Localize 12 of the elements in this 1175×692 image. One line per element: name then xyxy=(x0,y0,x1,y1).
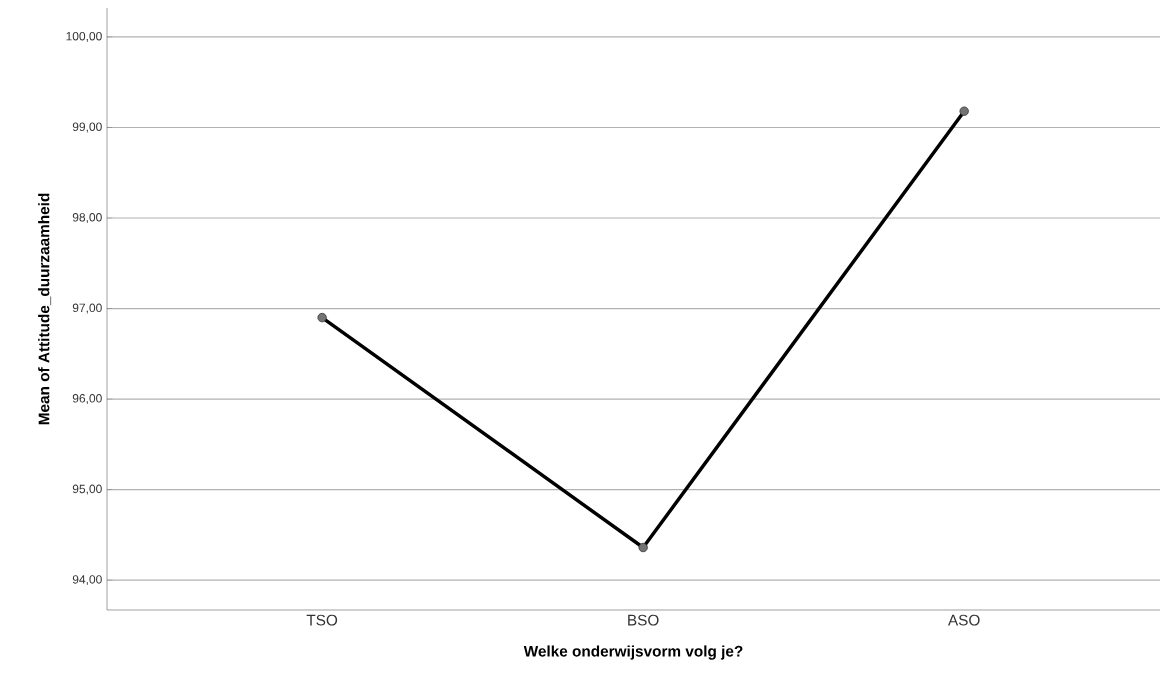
x-tick-label: BSO xyxy=(628,614,659,626)
y-tick-label: 94,00 xyxy=(72,575,102,586)
y-tick-label: 98,00 xyxy=(72,213,102,223)
y-tick-label: 99,00 xyxy=(72,122,102,133)
y-axis-title: Mean of Attitude_duurzaamheid xyxy=(38,193,52,425)
y-tick-label: 97,00 xyxy=(72,303,102,314)
y-tick-label: 95,00 xyxy=(72,484,102,495)
y-tick-label: 100,00 xyxy=(66,31,102,42)
y-tick-label: 96,00 xyxy=(72,394,102,405)
x-axis-title: Welke onderwijsvorm volg je? xyxy=(523,645,743,660)
x-tick-label: ASO xyxy=(948,614,980,626)
x-tick-label: TSO xyxy=(306,614,338,626)
